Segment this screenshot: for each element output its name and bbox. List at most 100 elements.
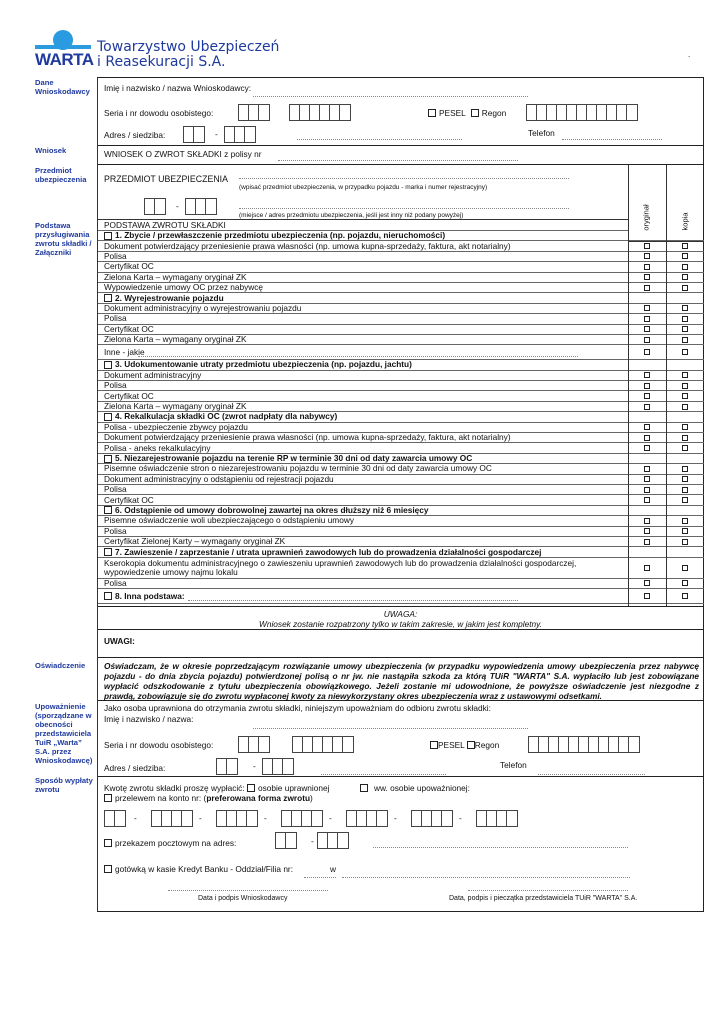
auth-pesel-regon-field[interactable] <box>528 736 640 753</box>
subject-postcode-part1[interactable] <box>144 198 166 215</box>
account-number-field[interactable]: ------ <box>104 810 564 829</box>
auth-id-number-field[interactable] <box>292 736 354 753</box>
original-checkbox[interactable] <box>644 382 650 389</box>
category-checkbox[interactable] <box>104 454 112 463</box>
copy-checkbox[interactable] <box>682 497 688 504</box>
original-checkbox[interactable] <box>644 434 650 441</box>
original-checkbox[interactable] <box>644 305 650 312</box>
account-digit-group[interactable] <box>476 810 518 827</box>
auth-name-field[interactable] <box>253 728 528 729</box>
copy-checkbox[interactable] <box>682 445 688 452</box>
postcode-part2[interactable] <box>224 126 256 143</box>
category-checkbox[interactable] <box>104 360 112 369</box>
copy-checkbox[interactable] <box>682 274 688 281</box>
subject-postcode-part2[interactable] <box>185 198 217 215</box>
category-checkbox[interactable] <box>104 412 112 421</box>
account-digit-group[interactable] <box>104 810 126 827</box>
copy-checkbox[interactable] <box>682 538 688 545</box>
original-checkbox[interactable] <box>644 263 650 270</box>
original-checkbox[interactable] <box>644 528 650 535</box>
transfer-checkbox[interactable] <box>104 794 112 802</box>
postcode-part1[interactable] <box>183 126 205 143</box>
copy-checkbox[interactable] <box>682 263 688 270</box>
original-checkbox[interactable] <box>644 372 650 379</box>
copy-checkbox[interactable] <box>682 393 688 400</box>
branch-location-field[interactable] <box>342 877 630 878</box>
copy-checkbox[interactable] <box>682 336 688 343</box>
postal-address-field[interactable] <box>373 847 628 848</box>
original-checkbox[interactable] <box>644 284 650 291</box>
original-checkbox[interactable] <box>644 465 650 472</box>
original-checkbox[interactable] <box>644 403 650 410</box>
authorized-checkbox[interactable] <box>360 784 368 792</box>
original-checkbox[interactable] <box>644 564 650 571</box>
category-checkbox[interactable] <box>104 294 112 303</box>
original-checkbox[interactable] <box>644 315 650 322</box>
original-checkbox[interactable] <box>644 326 650 333</box>
branch-number-field[interactable] <box>304 877 336 878</box>
copy-checkbox[interactable] <box>682 434 688 441</box>
id-series-field[interactable] <box>238 104 270 121</box>
copy-checkbox[interactable] <box>682 517 688 524</box>
copy-checkbox[interactable] <box>682 349 688 356</box>
copy-checkbox[interactable] <box>682 284 688 291</box>
copy-checkbox[interactable] <box>682 528 688 535</box>
copy-checkbox[interactable] <box>682 476 688 483</box>
postal-postcode-part2[interactable] <box>317 832 349 849</box>
cash-checkbox[interactable] <box>104 865 112 873</box>
auth-postcode-part1[interactable] <box>216 758 238 775</box>
regon-checkbox[interactable] <box>470 109 479 117</box>
policy-number-field[interactable] <box>278 160 518 161</box>
copy-checkbox[interactable] <box>682 243 688 250</box>
copy-checkbox[interactable] <box>682 315 688 322</box>
category-checkbox[interactable] <box>104 231 112 240</box>
original-checkbox[interactable] <box>644 349 650 356</box>
applicant-signature-field[interactable] <box>168 890 328 891</box>
other-field[interactable] <box>188 600 518 602</box>
account-digit-group[interactable] <box>151 810 193 827</box>
id-number-field[interactable] <box>289 104 351 121</box>
category-checkbox[interactable] <box>104 592 112 601</box>
category-checkbox[interactable] <box>104 506 112 515</box>
name-field[interactable] <box>253 96 528 97</box>
copy-checkbox[interactable] <box>682 382 688 389</box>
auth-pesel-checkbox[interactable] <box>430 741 438 749</box>
original-checkbox[interactable] <box>644 243 650 250</box>
copy-checkbox[interactable] <box>682 372 688 379</box>
copy-checkbox[interactable] <box>682 486 688 493</box>
pesel-checkbox[interactable] <box>428 109 436 117</box>
original-checkbox[interactable] <box>644 580 650 587</box>
original-checkbox[interactable] <box>644 497 650 504</box>
copy-checkbox[interactable] <box>682 403 688 410</box>
copy-checkbox[interactable] <box>682 424 688 431</box>
phone-field[interactable] <box>562 139 662 140</box>
copy-checkbox[interactable] <box>682 465 688 472</box>
original-checkbox[interactable] <box>644 538 650 545</box>
original-checkbox[interactable] <box>644 517 650 524</box>
copy-checkbox[interactable] <box>682 564 688 571</box>
original-checkbox[interactable] <box>644 393 650 400</box>
original-checkbox[interactable] <box>644 486 650 493</box>
original-checkbox[interactable] <box>644 336 650 343</box>
account-digit-group[interactable] <box>216 810 258 827</box>
original-checkbox[interactable] <box>644 274 650 281</box>
copy-checkbox[interactable] <box>682 305 688 312</box>
copy-checkbox[interactable] <box>682 253 688 260</box>
address-field[interactable] <box>297 139 462 140</box>
agent-signature-field[interactable] <box>468 890 628 891</box>
copy-checkbox[interactable] <box>682 326 688 333</box>
account-digit-group[interactable] <box>346 810 388 827</box>
auth-phone-field[interactable] <box>538 774 645 775</box>
original-checkbox[interactable] <box>644 476 650 483</box>
auth-address-field[interactable] <box>321 774 446 775</box>
copy-checkbox[interactable] <box>682 580 688 587</box>
account-digit-group[interactable] <box>281 810 323 827</box>
postal-postcode-part1[interactable] <box>275 832 297 849</box>
original-checkbox[interactable] <box>644 593 650 600</box>
auth-id-series-field[interactable] <box>238 736 270 753</box>
copy-checkbox[interactable] <box>682 593 688 600</box>
pesel-regon-field[interactable] <box>526 104 638 121</box>
postal-checkbox[interactable] <box>104 839 112 847</box>
account-digit-group[interactable] <box>411 810 453 827</box>
other-field[interactable] <box>138 356 578 358</box>
